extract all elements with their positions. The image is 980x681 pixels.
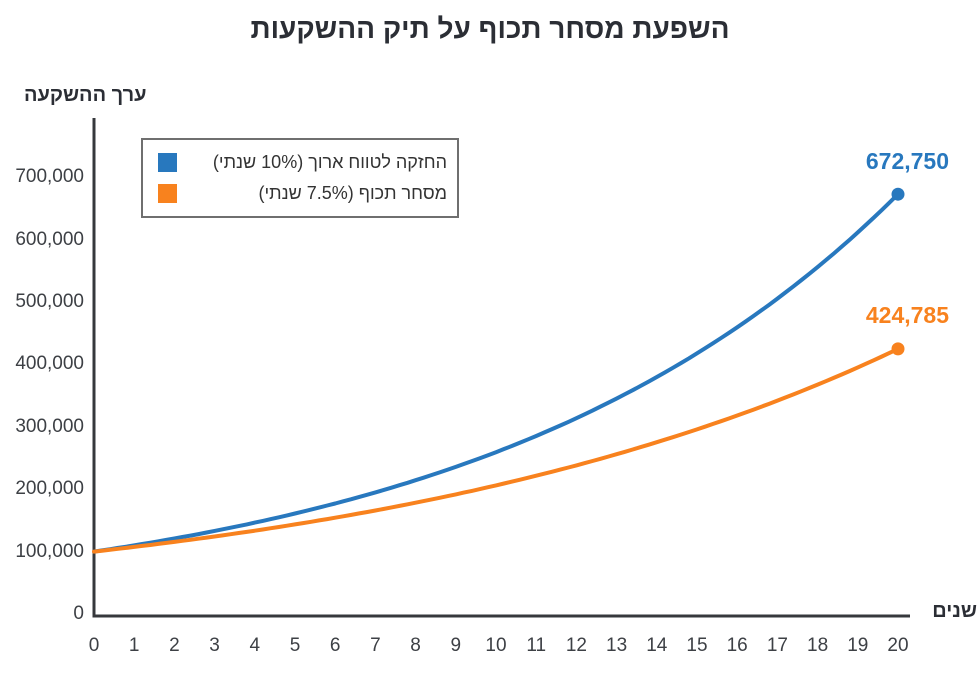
series-end-value-frequent: 424,785 [865, 302, 949, 328]
x-tick-label: 5 [289, 635, 301, 656]
y-tick-label: 500,000 [15, 291, 84, 312]
x-tick-label: 6 [329, 635, 341, 656]
x-tick-label: 0 [88, 635, 100, 656]
series-line-0 [92, 192, 900, 554]
legend-swatch-orange [158, 184, 177, 203]
series-end-value-long-term: 672,750 [865, 148, 949, 174]
axes-lines [92, 118, 910, 618]
legend-item-long-term-holding: החזקה לטווח ארוך (10% שנתי) [158, 148, 447, 177]
x-tick-label: 15 [686, 635, 708, 656]
x-tick-label: 16 [726, 635, 748, 656]
x-tick-label: 20 [887, 635, 909, 656]
x-tick-label: 4 [249, 635, 261, 656]
legend-swatch-blue [158, 153, 177, 172]
legend-label-frequent-trading: מסחר תכוף (7.5% שנתי) [258, 183, 447, 203]
legend: החזקה לטווח ארוך (10% שנתי) מסחר תכוף (7… [141, 138, 459, 218]
x-tick-label: 18 [807, 635, 829, 656]
x-axis-title: שנים [932, 600, 977, 622]
y-tick-label: 0 [73, 603, 84, 624]
x-tick-label: 11 [526, 635, 547, 656]
legend-label-long-term-holding: החזקה לטווח ארוך (10% שנתי) [212, 152, 447, 172]
y-tick-label: 600,000 [15, 228, 84, 250]
y-tick-label: 300,000 [15, 415, 84, 437]
y-tick-label: 700,000 [15, 166, 84, 188]
y-axis-title: ערך ההשקעה [24, 84, 147, 106]
x-tick-label: 19 [847, 635, 869, 656]
x-tick-label: 7 [370, 635, 381, 656]
x-tick-label: 17 [766, 635, 788, 656]
x-tick-label: 10 [485, 635, 507, 656]
series-endpoint-dot-1 [891, 342, 905, 356]
x-tick-label: 12 [565, 635, 587, 656]
x-tick-label: 8 [410, 635, 421, 656]
y-tick-label: 200,000 [15, 478, 84, 500]
series-endpoint-dot-0 [891, 187, 905, 201]
x-tick-label: 13 [606, 635, 628, 656]
x-tick-label: 2 [169, 635, 180, 656]
series-line-1 [92, 346, 900, 554]
legend-item-frequent-trading: מסחר תכוף (7.5% שנתי) [158, 179, 447, 208]
x-tick-label: 9 [450, 635, 462, 656]
y-tick-label: 100,000 [15, 540, 84, 562]
x-tick-label: 14 [646, 635, 668, 656]
y-tick-label: 400,000 [15, 353, 84, 375]
chart-title: השפעת מסחר תכוף על תיק ההשקעות [250, 13, 730, 44]
x-tick-label: 1 [128, 635, 140, 656]
x-tick-label: 3 [209, 635, 220, 656]
